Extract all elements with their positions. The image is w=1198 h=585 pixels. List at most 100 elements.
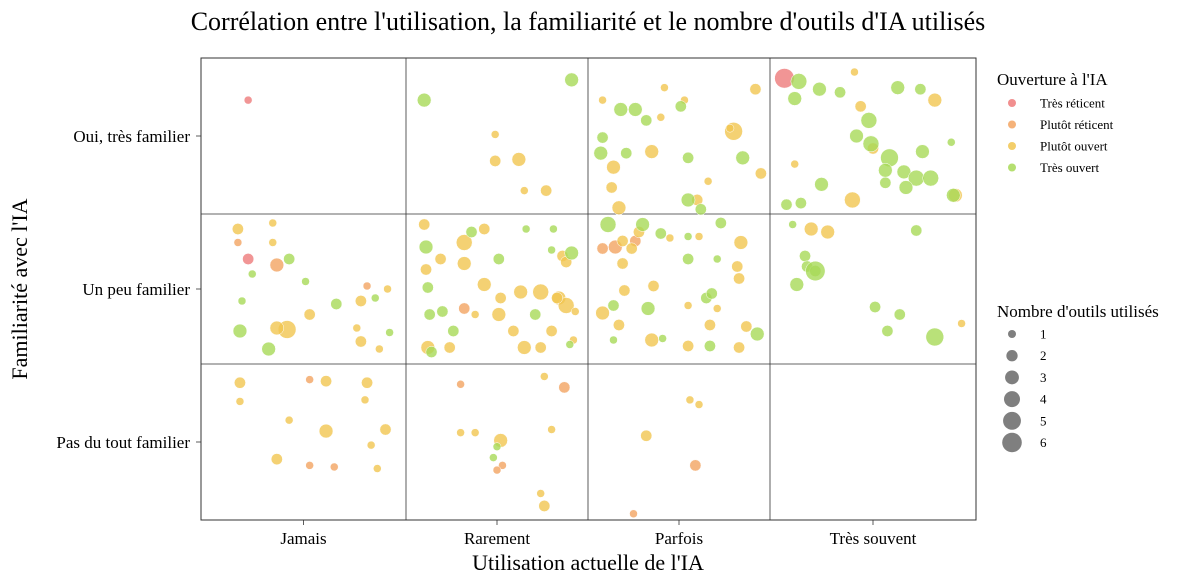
data-point — [456, 380, 465, 389]
data-point — [789, 277, 804, 292]
data-point — [447, 325, 460, 337]
data-point — [680, 192, 696, 208]
legend-color-marker — [1008, 163, 1016, 172]
data-point — [270, 453, 283, 466]
data-point — [881, 325, 894, 337]
data-point — [910, 224, 923, 237]
data-point — [268, 238, 277, 247]
data-point — [465, 226, 478, 238]
data-point — [788, 220, 797, 229]
data-point — [606, 160, 621, 175]
data-point — [423, 308, 436, 321]
data-point — [320, 375, 332, 388]
data-point — [922, 169, 939, 187]
data-point — [946, 188, 961, 203]
data-point — [647, 280, 660, 292]
data-point — [492, 442, 502, 451]
data-point — [694, 400, 704, 409]
data-point — [609, 335, 618, 345]
data-point — [242, 253, 255, 265]
y-axis-label: Familiarité avec l'IA — [7, 198, 32, 379]
data-point — [750, 326, 765, 342]
legend-color-label: Plutôt réticent — [1040, 117, 1114, 132]
data-point — [534, 341, 547, 354]
legend-size-label: 3 — [1040, 370, 1047, 385]
data-point — [658, 334, 667, 343]
data-point — [489, 155, 502, 167]
data-point — [366, 440, 376, 450]
chart-title: Corrélation entre l'utilisation, la fami… — [191, 7, 986, 36]
data-point — [596, 242, 609, 255]
data-point — [557, 297, 575, 314]
grid-lines — [201, 58, 976, 520]
data-point — [682, 340, 695, 352]
data-point — [248, 269, 257, 279]
x-tick-label: Rarement — [464, 529, 530, 548]
data-point — [352, 323, 362, 333]
data-point — [790, 73, 808, 90]
data-point — [434, 253, 447, 265]
y-tick-label: Un peu familier — [82, 280, 190, 299]
legend-size-marker — [1002, 432, 1022, 453]
legend-color: Ouverture à l'IA Très réticent Plutôt rét… — [997, 70, 1114, 175]
data-point — [318, 423, 334, 439]
data-point — [269, 257, 285, 273]
data-point — [725, 123, 735, 133]
data-point — [714, 217, 727, 229]
data-point — [893, 308, 906, 321]
data-point — [849, 128, 864, 144]
legend-size-marker — [1005, 370, 1019, 385]
data-point — [915, 144, 930, 159]
legend-color-label: Très ouvert — [1040, 160, 1099, 175]
legend-color-label: Plutôt ouvert — [1040, 139, 1108, 154]
data-point — [593, 145, 608, 161]
data-point — [420, 263, 432, 276]
data-point — [354, 295, 367, 307]
data-point — [794, 197, 807, 209]
data-point — [494, 292, 507, 304]
data-point — [683, 301, 693, 310]
data-point — [644, 144, 659, 159]
data-point — [629, 509, 638, 519]
data-point — [607, 299, 620, 312]
data-point — [547, 425, 556, 434]
data-point — [478, 223, 491, 235]
data-point — [869, 301, 881, 313]
data-point — [712, 254, 722, 264]
data-point — [492, 253, 505, 265]
data-point — [235, 397, 245, 406]
data-point — [896, 164, 912, 180]
data-point — [477, 277, 492, 292]
legend-size-title: Nombre d'outils utilisés — [997, 302, 1159, 321]
data-point — [682, 151, 695, 164]
data-point — [834, 86, 846, 99]
data-point — [373, 464, 382, 473]
data-point — [443, 341, 456, 354]
data-point — [421, 281, 434, 294]
data-point — [565, 340, 575, 349]
data-point — [925, 327, 944, 347]
x-tick-label: Parfois — [655, 529, 703, 548]
data-point — [362, 281, 372, 291]
data-point — [733, 272, 745, 285]
y-tick-labels: Oui, très familier Un peu familier Pas du … — [56, 127, 201, 452]
data-point — [850, 67, 859, 77]
data-point — [799, 250, 811, 262]
data-point — [301, 277, 310, 286]
data-point — [733, 235, 749, 250]
legend-size-marker — [1004, 391, 1020, 408]
data-point — [371, 293, 380, 303]
legend-color-marker — [1008, 142, 1016, 150]
data-point — [529, 308, 542, 321]
data-point — [682, 253, 695, 265]
data-point — [620, 147, 633, 160]
data-point — [269, 320, 285, 336]
data-point — [375, 344, 384, 354]
data-point — [685, 395, 695, 405]
data-point — [613, 319, 625, 331]
x-tick-label: Jamais — [280, 529, 326, 548]
data-point — [511, 152, 527, 167]
legend-size-marker — [1003, 411, 1021, 430]
data-point — [787, 91, 802, 106]
data-point — [598, 95, 607, 105]
